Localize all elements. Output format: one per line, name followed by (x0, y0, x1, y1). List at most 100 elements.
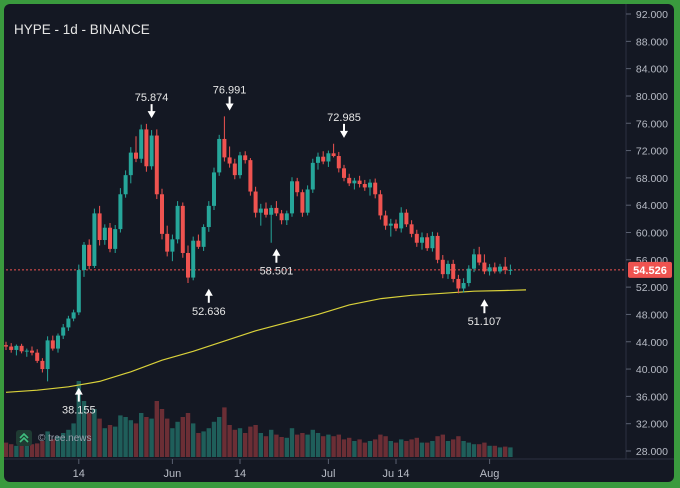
candle-body[interactable] (206, 205, 211, 228)
candle-body[interactable] (19, 345, 24, 352)
candle-body[interactable] (232, 163, 237, 176)
candle-body[interactable] (394, 223, 398, 229)
candle-body[interactable] (160, 194, 164, 234)
candle-body[interactable] (45, 340, 50, 370)
candle-body[interactable] (238, 155, 242, 176)
candle-body[interactable] (66, 318, 71, 328)
candle-body[interactable] (123, 175, 128, 195)
candle-body[interactable] (269, 207, 274, 215)
candle-body[interactable] (165, 233, 170, 252)
candle-body[interactable] (14, 345, 19, 350)
candle-body[interactable] (404, 212, 409, 225)
candle-body[interactable] (357, 180, 362, 185)
candle-body[interactable] (180, 205, 185, 253)
candle-body[interactable] (362, 184, 367, 188)
candle-body[interactable] (4, 345, 8, 347)
candle-body[interactable] (82, 244, 86, 271)
candle-body[interactable] (134, 152, 138, 159)
candle-body[interactable] (414, 233, 419, 243)
candle-body[interactable] (113, 229, 118, 249)
candle-body[interactable] (342, 168, 346, 178)
candle-body[interactable] (368, 182, 372, 188)
candle-body[interactable] (118, 194, 123, 230)
candle-body[interactable] (321, 156, 326, 162)
candle-body[interactable] (477, 254, 482, 263)
candle-body[interactable] (310, 162, 315, 190)
candle-body[interactable] (97, 213, 102, 241)
candle-body[interactable] (331, 153, 336, 157)
candle-body[interactable] (279, 213, 284, 221)
candle-body[interactable] (71, 312, 76, 319)
candle-body[interactable] (466, 268, 471, 284)
candle-body[interactable] (425, 237, 430, 249)
candle-body[interactable] (191, 240, 196, 278)
candle-body[interactable] (196, 240, 201, 247)
candle-body[interactable] (24, 350, 29, 352)
candle-body[interactable] (446, 263, 450, 275)
candle-body[interactable] (170, 239, 175, 252)
candle-body[interactable] (201, 227, 206, 247)
candle-body[interactable] (248, 160, 253, 192)
candle-body[interactable] (295, 181, 300, 193)
candle-body[interactable] (347, 177, 352, 184)
candle-body[interactable] (56, 335, 60, 349)
candle-body[interactable] (388, 223, 393, 226)
candle-body[interactable] (258, 208, 263, 213)
candle-body[interactable] (472, 254, 476, 269)
candle-body[interactable] (144, 129, 149, 167)
candlestick-chart[interactable]: 92.000 88.000 84.000 80.000 76.000 72.000 68.0… (4, 4, 674, 482)
candle-body[interactable] (305, 189, 310, 213)
candle-body[interactable] (35, 352, 40, 361)
candle-body[interactable] (30, 350, 34, 353)
candle-body[interactable] (40, 360, 45, 370)
candle-body[interactable] (222, 138, 227, 158)
candle-body[interactable] (227, 157, 232, 164)
candle-body[interactable] (508, 269, 513, 271)
candle-body[interactable] (300, 192, 305, 213)
candle-body[interactable] (440, 259, 445, 275)
candle-body[interactable] (451, 263, 456, 279)
candle-body[interactable] (102, 227, 107, 241)
candle-body[interactable] (498, 266, 502, 272)
candle-body[interactable] (420, 237, 424, 243)
candle-body[interactable] (217, 138, 222, 173)
candle-body[interactable] (326, 153, 331, 162)
candle-body[interactable] (50, 340, 55, 349)
candle-body[interactable] (108, 227, 112, 249)
candle-body[interactable] (503, 266, 508, 271)
candle-body[interactable] (399, 212, 404, 229)
candle-body[interactable] (336, 156, 341, 169)
candle-body[interactable] (482, 262, 487, 272)
candle-body[interactable] (149, 135, 154, 167)
candle-body[interactable] (352, 180, 357, 184)
candle-body[interactable] (264, 208, 268, 215)
candle-body[interactable] (76, 270, 81, 313)
candle-body[interactable] (492, 267, 497, 272)
candle-body[interactable] (154, 135, 159, 195)
time-tick-label: 14 (234, 468, 246, 480)
candle-body[interactable] (378, 194, 383, 216)
candle-body[interactable] (409, 224, 414, 234)
candle-body[interactable] (87, 244, 92, 266)
candle-body[interactable] (383, 215, 388, 226)
candle-body[interactable] (487, 267, 492, 272)
candle-body[interactable] (253, 191, 258, 213)
candle-body[interactable] (430, 235, 435, 249)
candle-body[interactable] (316, 156, 320, 163)
candle-body[interactable] (186, 252, 190, 278)
candle-body[interactable] (92, 213, 97, 266)
candle-body[interactable] (284, 213, 289, 221)
candle-body[interactable] (461, 283, 466, 289)
candle-body[interactable] (290, 181, 294, 214)
candle-body[interactable] (435, 235, 440, 260)
candle-body[interactable] (373, 182, 378, 195)
candle-body[interactable] (9, 346, 14, 350)
candle-body[interactable] (128, 152, 133, 176)
candle-body[interactable] (139, 129, 144, 159)
candle-body[interactable] (243, 155, 248, 161)
candle-body[interactable] (212, 172, 216, 206)
candle-body[interactable] (61, 327, 66, 336)
candle-body[interactable] (274, 207, 279, 214)
candle-body[interactable] (456, 278, 461, 289)
candle-body[interactable] (175, 205, 180, 240)
